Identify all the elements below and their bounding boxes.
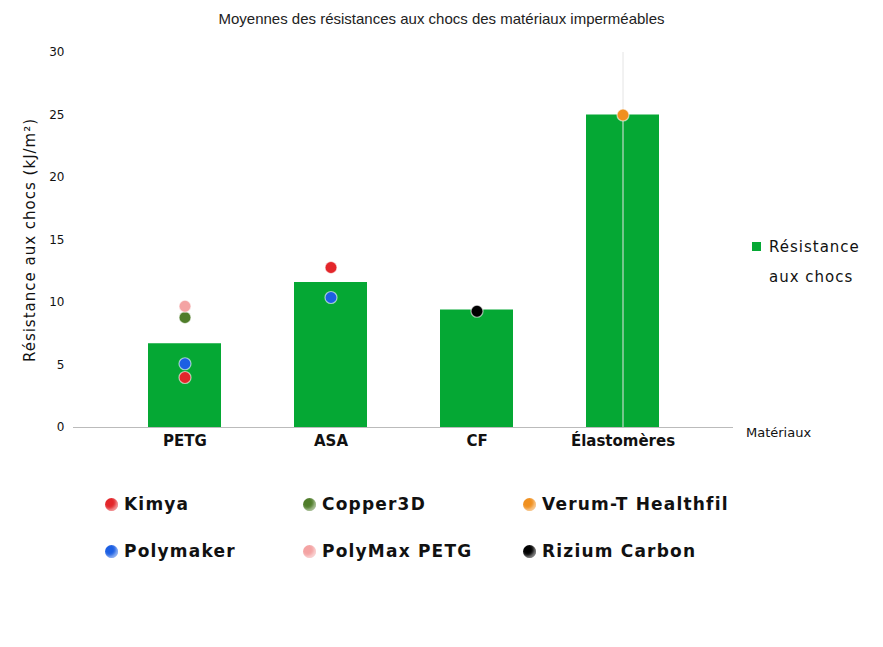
svg-text:PETG: PETG: [163, 432, 207, 450]
html-text:Kimya: Kimya: [124, 494, 190, 514]
html-text:Verum-T Healthfil: Verum-T Healthfil: [542, 494, 729, 514]
svg-text:15: 15: [49, 233, 64, 247]
html-text:Moyennes des résistances aux c: Moyennes des résistances aux chocs des m…: [218, 10, 665, 27]
svg-text:30: 30: [49, 45, 64, 59]
svg-text:25: 25: [49, 108, 64, 122]
html-text:Résistance aux chocs (kJ/m²): Résistance aux chocs (kJ/m²): [21, 117, 39, 363]
html-text:Polymaker: Polymaker: [124, 541, 236, 561]
svg-text:CF: CF: [466, 432, 487, 450]
svg-text:5: 5: [57, 358, 65, 372]
html-text:Résistance aux chocs: Résistance aux chocs: [769, 238, 860, 286]
svg-text:ASA: ASA: [314, 432, 348, 450]
html-text:Matériaux: Matériaux: [746, 425, 812, 440]
html-text:PolyMax PETG: PolyMax PETG: [322, 541, 473, 561]
html-text:Copper3D: Copper3D: [322, 494, 426, 514]
svg-text:10: 10: [49, 295, 64, 309]
svg-text:20: 20: [49, 170, 64, 184]
html-text:Rizium Carbon: Rizium Carbon: [542, 541, 697, 561]
svg-text:0: 0: [57, 420, 65, 434]
svg-text:Élastomères: Élastomères: [571, 431, 675, 450]
